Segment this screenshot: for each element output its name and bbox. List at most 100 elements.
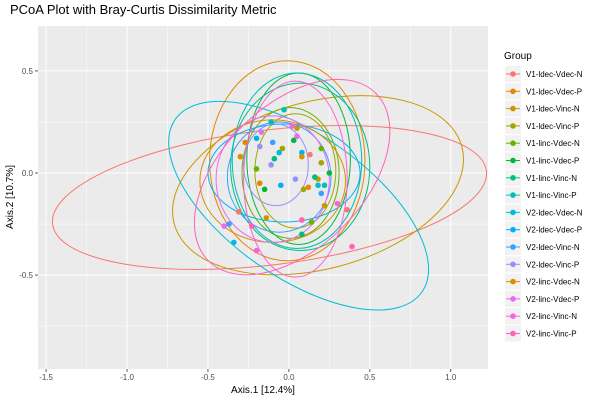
legend-key-point xyxy=(510,209,516,216)
legend-item: V1-linc-Vinc-P xyxy=(505,187,577,204)
legend-key-point xyxy=(510,140,516,146)
legend-item: V1-linc-Vdec-P xyxy=(505,152,579,169)
legend-key-point xyxy=(510,278,516,285)
legend-item: V2-ldec-Vdec-N xyxy=(505,204,583,221)
point-V1-ldec-Vdec-P xyxy=(256,180,263,187)
y-axis-ticks: -0.5 0.0 0.5 xyxy=(19,67,38,280)
legend-label: V2-ldec-Vinc-N xyxy=(526,243,580,252)
x-axis-ticks: -1.5 -1.0 -0.5 0.0 0.5 1.0 xyxy=(39,369,457,382)
point-V1-linc-Vinc-N xyxy=(299,231,305,238)
legend-key-point xyxy=(510,226,516,233)
point-V1-linc-Vdec-P xyxy=(326,170,333,176)
point-V1-ldec-Vdec-P xyxy=(242,139,248,146)
legend-item: V1-ldec-Vinc-N xyxy=(505,100,580,117)
legend-label: V1-linc-Vdec-P xyxy=(526,157,579,166)
legend-key-point xyxy=(510,71,516,77)
legend-item: V2-linc-Vdec-N xyxy=(505,273,580,290)
point-V1-linc-Vdec-P xyxy=(261,186,268,193)
point-V1-ldec-Vdec-N xyxy=(235,208,242,215)
legend-label: V1-linc-Vinc-N xyxy=(526,174,577,183)
legend-key-point xyxy=(510,313,516,320)
point-V1-ldec-Vinc-N xyxy=(294,125,300,131)
point-V2-ldec-Vdec-N xyxy=(315,182,321,189)
legend-label: V2-linc-Vinc-P xyxy=(526,330,577,339)
legend-key-point xyxy=(510,157,516,164)
legend-label: V1-linc-Vinc-P xyxy=(526,191,577,200)
point-V1-linc-Vinc-N xyxy=(311,174,318,180)
ellipse-V2-ldec-Vinc-N xyxy=(226,121,332,233)
legend-item: V2-ldec-Vdec-P xyxy=(505,221,582,238)
ellipse-V1-ldec-Vdec-P xyxy=(209,60,366,262)
point-V1-linc-Vinc-P xyxy=(281,106,287,113)
legend-label: V2-ldec-Vdec-N xyxy=(526,208,583,217)
x-tick-label: -1.5 xyxy=(39,373,53,382)
data-points xyxy=(221,106,355,254)
ellipse-V1-linc-Vdec-N xyxy=(241,107,340,239)
major-gridlines xyxy=(38,26,488,369)
legend-key-point xyxy=(510,296,516,302)
legend-label: V1-ldec-Vdec-P xyxy=(526,87,582,96)
point-V2-linc-Vdec-N xyxy=(237,153,244,160)
legend-key-point xyxy=(510,123,516,129)
x-tick-label: 0.0 xyxy=(283,373,295,382)
legend-key-point xyxy=(510,244,516,250)
point-V2-linc-Vinc-N xyxy=(289,123,295,129)
point-V1-linc-Vinc-P xyxy=(321,182,328,189)
point-V2-linc-Vdec-P xyxy=(221,223,227,229)
legend-key-point xyxy=(510,192,516,198)
point-V2-linc-Vdec-P xyxy=(258,129,265,135)
legend-item: V1-ldec-Vdec-N xyxy=(505,66,583,82)
point-V1-ldec-Vdec-P xyxy=(305,184,312,191)
legend-title: Group xyxy=(504,51,532,62)
legend-item: V1-linc-Vdec-N xyxy=(505,135,580,152)
point-V1-linc-Vdec-P xyxy=(290,137,297,144)
legend-item: V1-linc-Vinc-N xyxy=(505,169,577,186)
x-tick-label: -1.0 xyxy=(120,373,134,382)
legend: V1-ldec-Vdec-N V1-ldec-Vdec-P V1-ldec-Vinc… xyxy=(505,66,583,342)
legend-item: V2-linc-Vinc-P xyxy=(505,325,577,342)
legend-item: V1-ldec-Vdec-P xyxy=(505,83,582,100)
plot-panel xyxy=(38,26,488,369)
point-V2-ldec-Vdec-P xyxy=(299,149,305,156)
point-V2-ldec-Vinc-N xyxy=(318,190,325,197)
legend-key-point xyxy=(510,88,516,95)
point-V2-linc-Vdec-N xyxy=(263,215,270,221)
legend-item: V2-ldec-Vinc-N xyxy=(505,239,580,255)
y-tick-label: -0.5 xyxy=(19,271,33,280)
legend-item: V2-linc-Vinc-N xyxy=(505,308,577,325)
point-V2-ldec-Vinc-P xyxy=(256,143,263,150)
point-V2-ldec-Vdec-P xyxy=(253,135,260,142)
point-V2-linc-Vinc-P xyxy=(248,223,255,229)
point-V2-linc-Vinc-P xyxy=(299,217,305,223)
chart-title: PCoA Plot with Bray-Curtis Dissimilarity… xyxy=(10,2,277,17)
legend-label: V1-ldec-Vdec-N xyxy=(526,70,583,79)
point-V1-linc-Vinc-P xyxy=(268,119,274,125)
point-V2-linc-Vdec-P xyxy=(294,133,300,140)
point-V1-ldec-Vdec-N xyxy=(344,206,350,213)
minor-gridlines xyxy=(38,26,488,369)
point-V1-ldec-Vinc-P xyxy=(279,145,286,152)
point-V1-ldec-Vdec-N xyxy=(307,151,313,158)
point-V1-linc-Vdec-N xyxy=(253,166,260,172)
legend-label: V2-linc-Vdec-N xyxy=(526,278,580,287)
point-V1-linc-Vdec-N xyxy=(308,219,315,225)
point-V1-ldec-Vinc-N xyxy=(321,202,328,209)
ellipse-V2-linc-Vinc-P xyxy=(193,78,391,276)
x-tick-label: 1.0 xyxy=(445,373,457,382)
legend-key-point xyxy=(510,261,516,268)
ellipse-V1-linc-Vinc-P xyxy=(231,72,363,250)
point-V2-ldec-Vinc-N xyxy=(226,221,232,227)
point-V2-linc-Vinc-P xyxy=(349,243,355,250)
ellipse-V2-linc-Vdec-P xyxy=(215,115,330,243)
point-V2-ldec-Vdec-N xyxy=(276,149,282,156)
legend-key-point xyxy=(510,105,516,112)
point-V2-linc-Vdec-N xyxy=(299,153,305,160)
y-tick-label: 0.0 xyxy=(22,169,34,178)
x-tick-label: 0.5 xyxy=(364,373,376,382)
group-ellipses xyxy=(51,60,488,311)
legend-key-point xyxy=(510,330,516,337)
point-V1-linc-Vinc-N xyxy=(271,155,278,162)
point-V2-ldec-Vinc-N xyxy=(269,139,276,146)
